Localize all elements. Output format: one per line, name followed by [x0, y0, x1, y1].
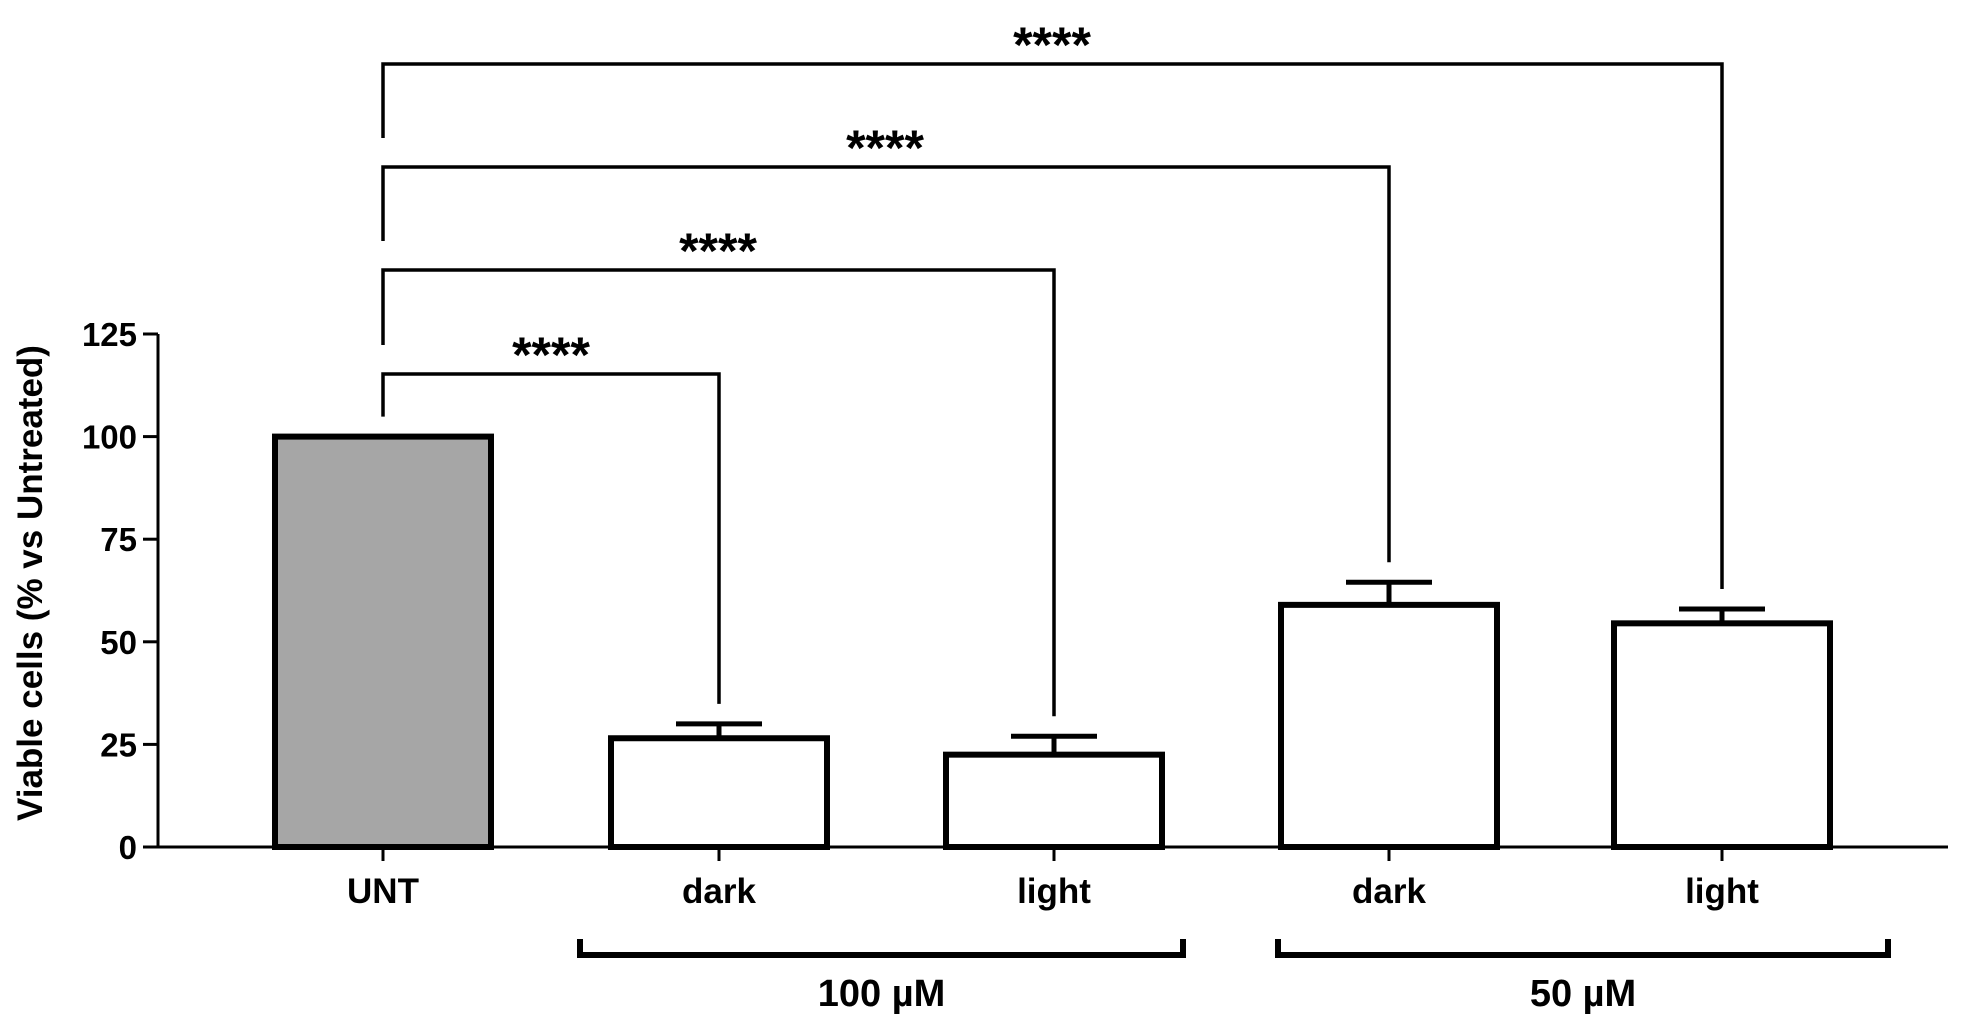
bar-3	[1278, 601, 1500, 851]
significance-label-0: ****	[512, 327, 590, 383]
significance-bracket-1	[381, 268, 1056, 717]
significance-label-2: ****	[846, 120, 924, 176]
group-label-0: 100 µM	[818, 973, 946, 1015]
y-tick-label: 25	[100, 726, 137, 763]
bars	[272, 433, 1833, 851]
category-labels: UNT dark light dark light	[347, 872, 1759, 911]
y-tick-label: 125	[82, 316, 137, 353]
y-tick-label: 50	[100, 624, 137, 661]
bar-1	[608, 735, 830, 851]
bar-2	[943, 751, 1165, 850]
y-tick-label: 0	[119, 829, 137, 866]
group-brackets: 100 µM 50 µM	[577, 939, 1891, 1015]
category-label-1: dark	[682, 872, 756, 911]
significance-bracket-2	[381, 165, 1391, 563]
group-label-1: 50 µM	[1530, 973, 1636, 1015]
category-label-0: UNT	[347, 872, 419, 911]
significance-bracket-3	[381, 62, 1724, 589]
y-axis: 0 25 50 75 100 125	[82, 316, 160, 866]
group-bracket-0	[577, 939, 1186, 958]
significance-brackets: **** **** **** ****	[381, 17, 1724, 717]
bar-4	[1611, 620, 1833, 850]
bar-0	[272, 433, 494, 850]
group-bracket-1	[1275, 939, 1891, 958]
significance-label-1: ****	[679, 223, 757, 279]
category-label-2: light	[1017, 872, 1091, 911]
category-label-4: light	[1685, 872, 1759, 911]
significance-bracket-0	[381, 372, 721, 704]
y-tick-label: 100	[82, 419, 137, 456]
y-tick-label: 75	[100, 521, 137, 558]
error-bars	[676, 579, 1765, 755]
category-label-3: dark	[1352, 872, 1426, 911]
y-axis-title: Viable cells (% vs Untreated)	[11, 345, 50, 821]
significance-label-3: ****	[1013, 17, 1091, 73]
